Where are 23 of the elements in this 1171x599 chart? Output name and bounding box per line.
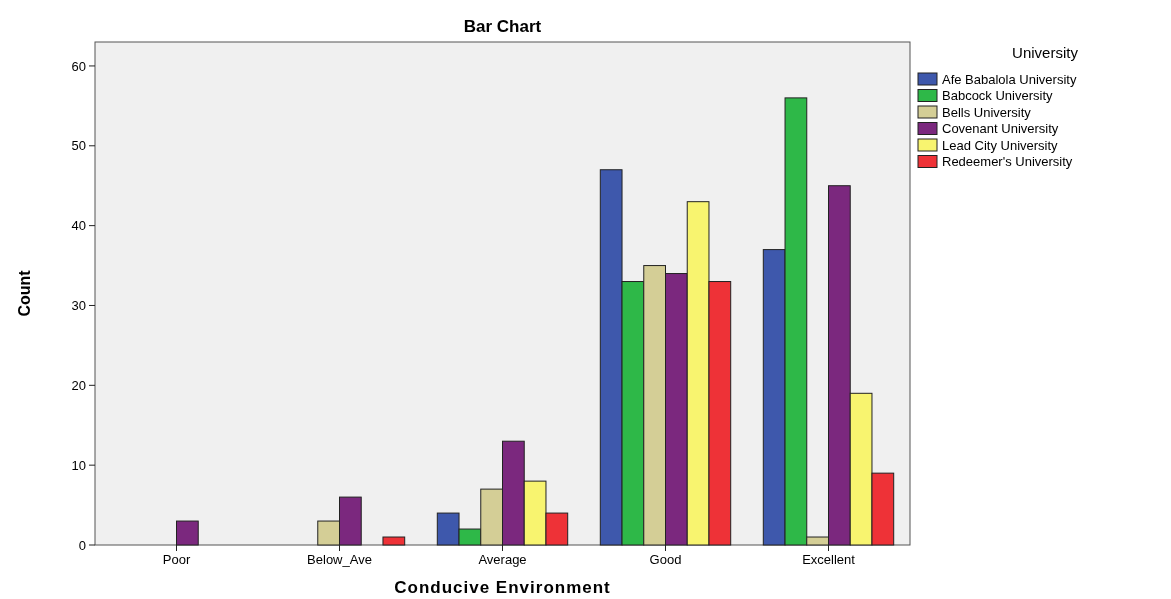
legend-label: Babcock University (942, 88, 1054, 104)
legend-label: Bells University (942, 104, 1032, 120)
legend-label: Lead City University (942, 137, 1059, 153)
legend-label: Covenant University (942, 121, 1059, 137)
y-tick-label: 60 (71, 58, 86, 74)
y-tick-label: 50 (71, 138, 86, 154)
chart-title: Bar Chart (463, 17, 542, 36)
y-tick-label: 0 (78, 537, 86, 553)
y-tick-label: 40 (71, 218, 86, 234)
bar (382, 536, 406, 546)
y-tick-label: 30 (71, 298, 86, 314)
y-tick-label: 10 (71, 457, 86, 473)
x-axis-title: Conducive Environment (394, 578, 611, 597)
x-tick-label: Average (478, 552, 527, 567)
legend-label: Afe Babalola University (942, 71, 1077, 87)
legend-title: University (1012, 44, 1079, 61)
y-axis-title: Count (16, 269, 33, 317)
x-tick-label: Excellent (802, 552, 856, 567)
x-tick-label: Below_Ave (307, 552, 372, 567)
x-tick-label: Poor (162, 552, 191, 567)
y-tick-label: 20 (71, 377, 86, 393)
legend-label: Redeemer's University (942, 154, 1073, 170)
x-tick-label: Good (649, 552, 682, 567)
